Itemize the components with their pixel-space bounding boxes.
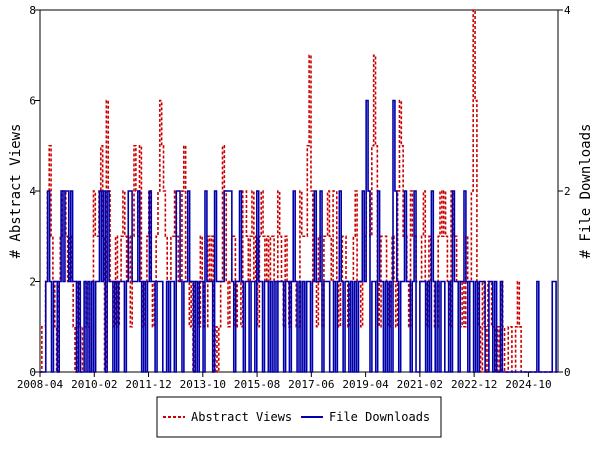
x-tick-label: 2021-02: [397, 378, 443, 391]
x-axis: 2008-04 2010-02 2011-12 2013-10 2015-08 2017-…: [17, 372, 552, 391]
y-left-tick-label: 4: [29, 185, 36, 198]
y-axis-right-label: # File Downloads: [578, 124, 594, 259]
x-tick-label: 2017-06: [288, 378, 334, 391]
plot-area: [39, 9, 559, 373]
x-tick-label: 2011-12: [125, 378, 171, 391]
y-right-tick-label: 4: [564, 4, 571, 17]
x-tick-label: 2008-04: [17, 378, 64, 391]
y-axis-left: 0 2 4 6 8: [29, 4, 40, 379]
series-line-file-downloads: [40, 99, 558, 373]
x-tick-label: 2024-10: [505, 378, 551, 391]
y-left-tick-label: 6: [29, 95, 36, 108]
y-left-tick-label: 0: [29, 366, 36, 379]
legend-label-file-downloads: File Downloads: [329, 410, 430, 424]
y-right-tick-label: 0: [564, 366, 571, 379]
x-tick-label: 2010-02: [71, 378, 117, 391]
y-axis-right: 0 2 4: [558, 4, 571, 379]
x-tick-label: 2022-12: [451, 378, 497, 391]
x-tick-label: 2015-08: [234, 378, 280, 391]
legend-box: [156, 396, 442, 438]
y-axis-left-label: # Abstract Views: [8, 124, 24, 259]
x-tick-label: 2013-10: [180, 378, 226, 391]
y-left-tick-label: 2: [29, 276, 36, 289]
y-right-tick-label: 2: [564, 185, 571, 198]
legend: Abstract Views File Downloads: [156, 396, 442, 438]
legend-label-abstract-views: Abstract Views: [191, 410, 292, 424]
x-tick-label: 2019-04: [342, 378, 389, 391]
y-left-tick-label: 8: [29, 4, 36, 17]
series-layer: [40, 9, 558, 373]
